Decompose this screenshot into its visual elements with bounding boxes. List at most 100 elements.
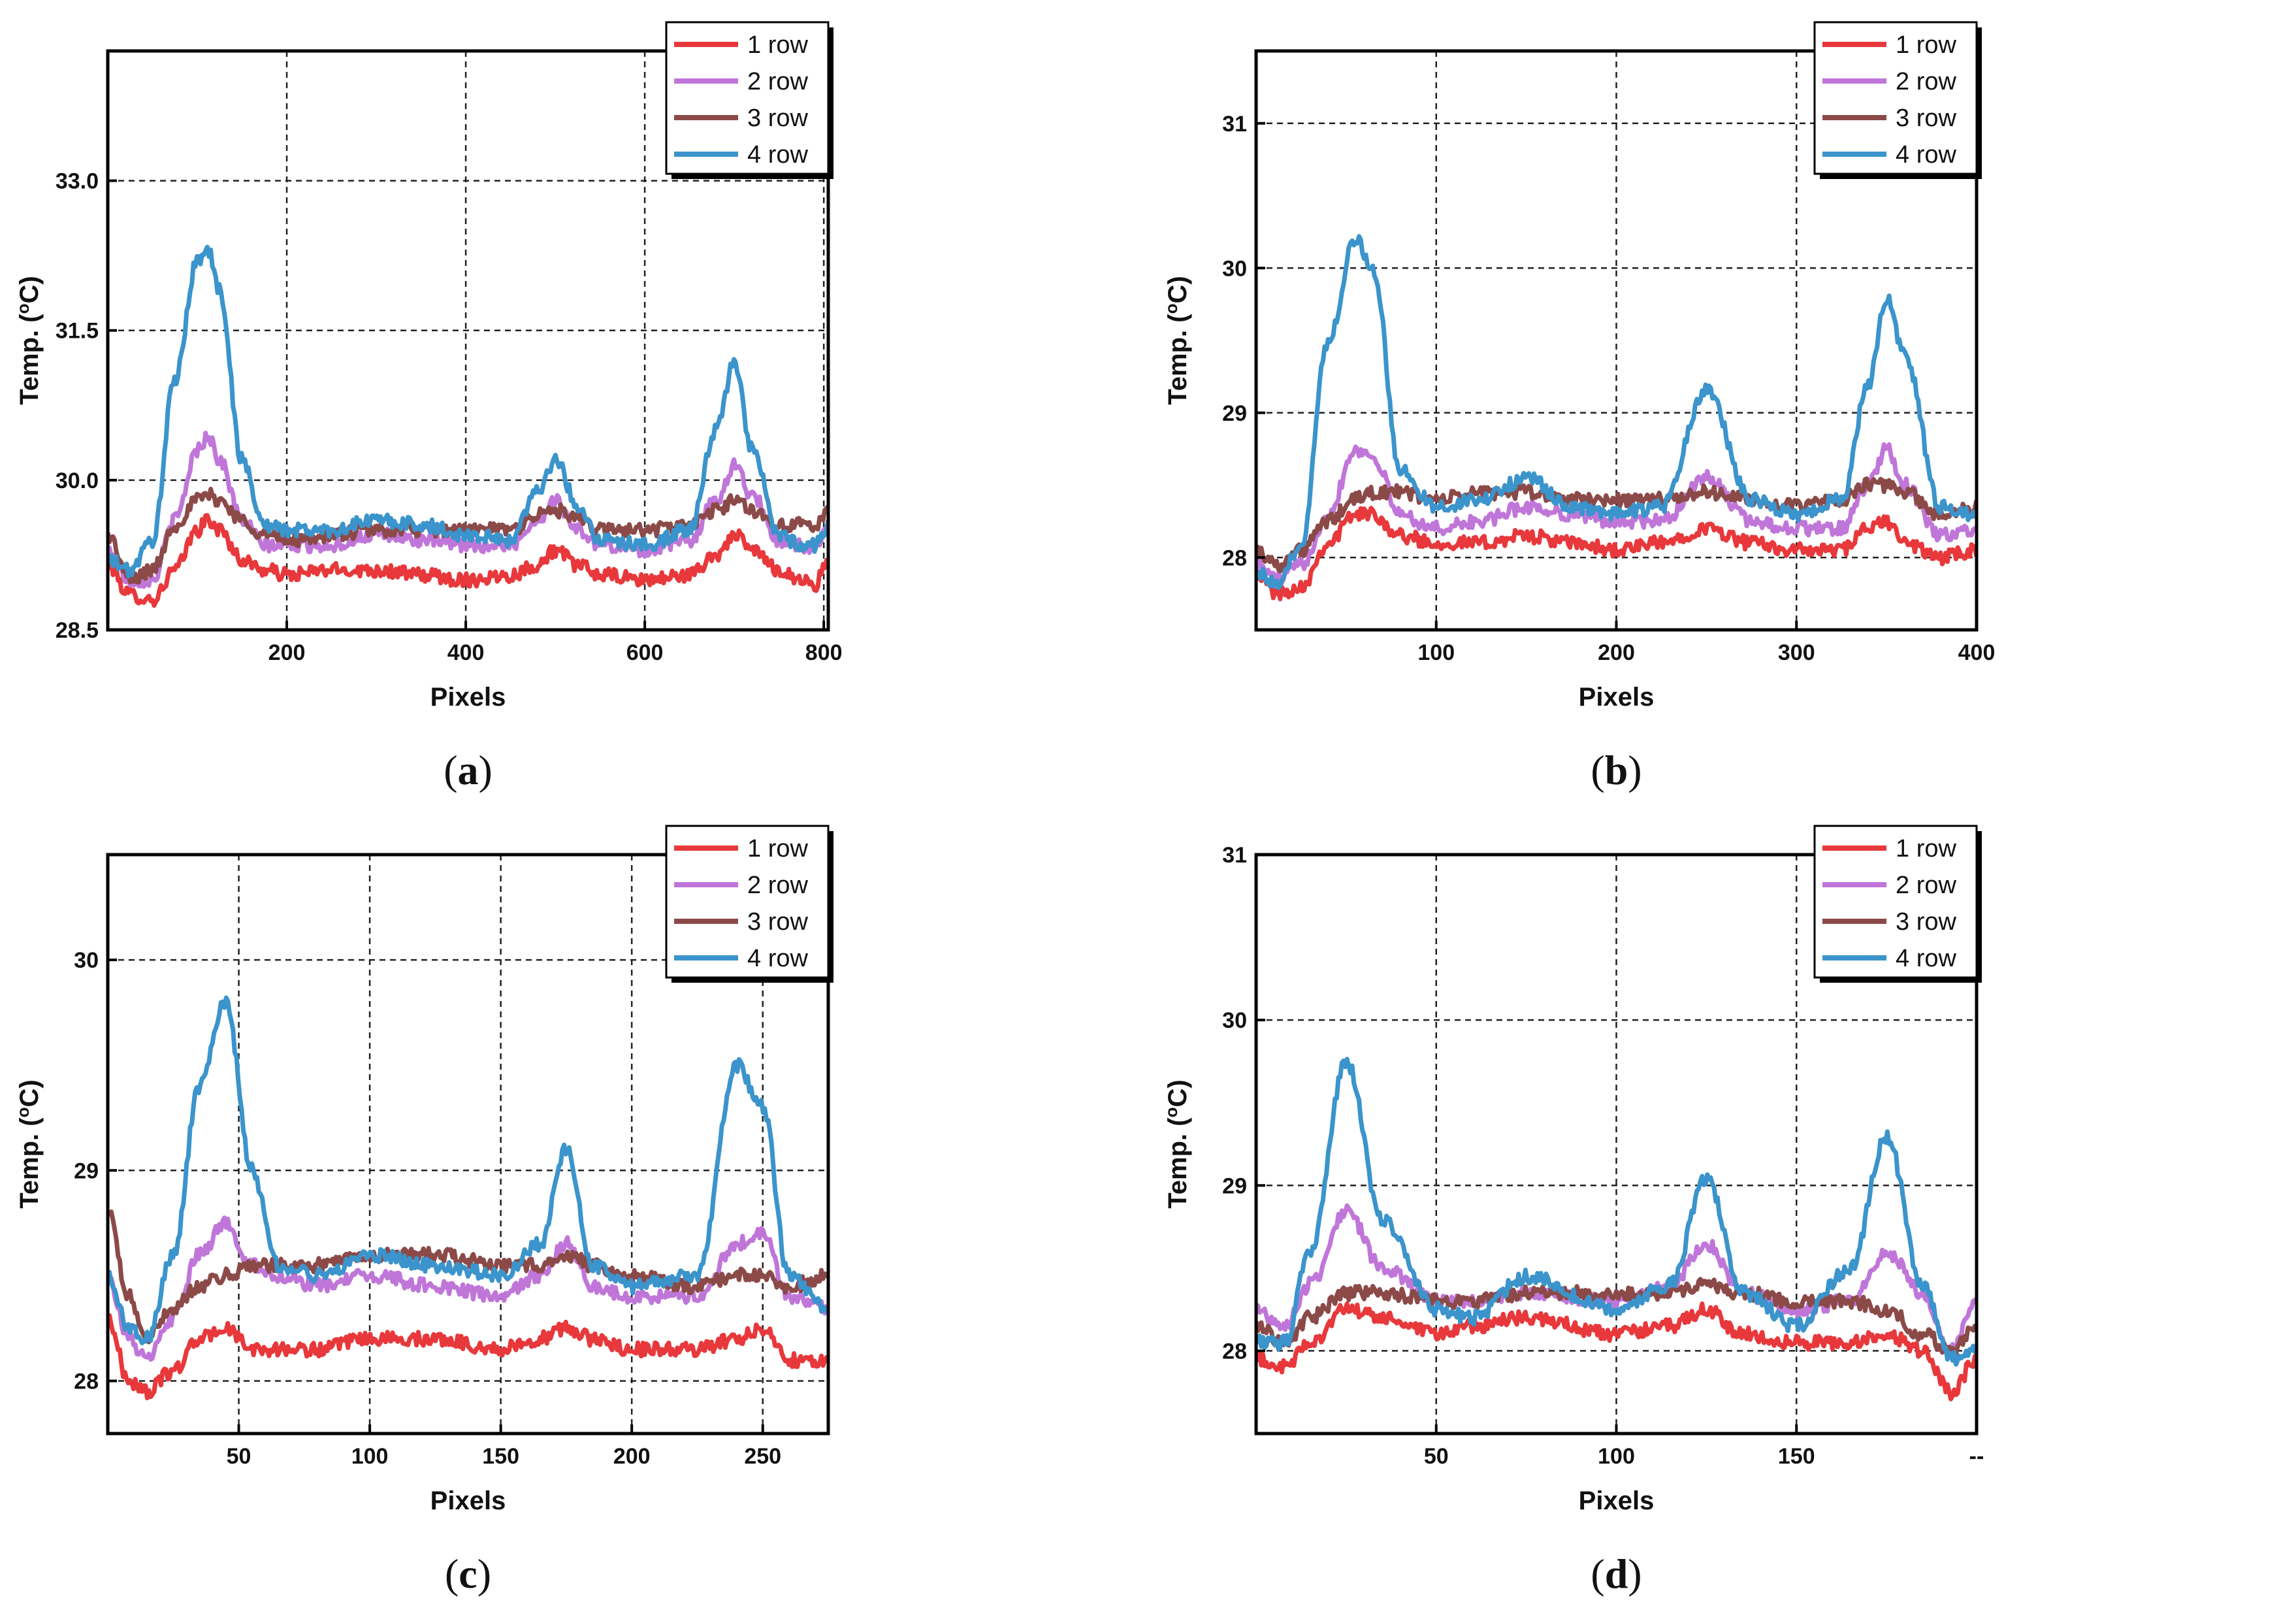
panel-label: (d): [1591, 1551, 1641, 1597]
legend-label: 1 row: [747, 31, 808, 59]
x-tick-label: 600: [626, 640, 664, 665]
legend-label: 3 row: [1896, 105, 1956, 132]
x-tick-label: 800: [805, 640, 843, 665]
legend-label: 2 row: [1896, 872, 1956, 899]
series-line-4-row: [108, 995, 828, 1345]
panel-label-letter: d: [1605, 1551, 1628, 1597]
series-line-4-row: [108, 244, 828, 579]
y-axis-title-unit: C): [1163, 1079, 1192, 1107]
axes-frame: [106, 853, 830, 1436]
axes-frame: [106, 49, 830, 632]
chart-panel-b: 100 200 300 400 28 29 30 31 Pixels Temp. (oC) 1 ro…: [1161, 21, 1996, 793]
legend-box: [665, 825, 830, 979]
legend-label: 1 row: [747, 835, 808, 862]
y-tick-label: 31: [1222, 112, 1247, 137]
series-group: [1256, 234, 1977, 602]
y-tick-label: 29: [1222, 1173, 1247, 1198]
series-group: [1256, 1057, 1977, 1402]
y-axis-title-degree: o: [1161, 304, 1181, 314]
y-tick-label: 30.0: [56, 468, 99, 493]
panel-label-letter: a: [458, 747, 479, 793]
y-axis-title-degree: o: [13, 1108, 33, 1118]
y-tick-label: 33.0: [56, 169, 99, 194]
y-tick-label: 31.5: [56, 319, 99, 344]
legend-label: 1 row: [1896, 835, 1956, 862]
panel-label: (b): [1591, 747, 1641, 793]
y-axis-title: Temp. (oC): [1161, 276, 1192, 404]
x-tick-label: 100: [1417, 640, 1455, 665]
x-tick-label: 50: [1424, 1444, 1449, 1469]
series-line-2-row: [108, 1215, 828, 1362]
legend-box: [1813, 825, 1978, 979]
legend-label: 3 row: [1896, 908, 1956, 936]
series-group: [108, 995, 828, 1401]
y-axis-title: Temp. (oC): [1161, 1079, 1192, 1208]
legend-box: [1813, 21, 1978, 175]
y-axis-title-unit: C): [15, 1079, 44, 1107]
series-line-3-row: [1256, 476, 1977, 574]
y-tick-label: 28.5: [56, 618, 99, 643]
y-tick-label: 28: [1222, 1339, 1247, 1364]
legend-label: 4 row: [1896, 945, 1956, 972]
legend-label: 2 row: [747, 68, 808, 95]
x-axis-title: Pixels: [430, 1486, 506, 1515]
x-tick-label: 50: [227, 1444, 251, 1469]
x-tick-label: 100: [351, 1444, 389, 1469]
y-axis-title-text: Temp. (: [15, 314, 44, 405]
chart-panel-c: 50 100 150 200 250 28 29 30 Pixels Temp. (oC) 1 ro…: [13, 825, 833, 1597]
series-line-1-row: [108, 1313, 828, 1401]
panel-label-letter: b: [1605, 747, 1628, 793]
series-line-4-row: [1256, 1057, 1977, 1367]
y-axis-title-text: Temp. (: [1163, 314, 1192, 405]
y-tick-label: 30: [74, 948, 99, 973]
series-line-1-row: [108, 513, 828, 608]
x-tick-label: 200: [613, 1444, 651, 1469]
legend-label: 3 row: [747, 908, 808, 936]
y-tick-label: 31: [1222, 843, 1247, 868]
y-tick-label: 28: [74, 1369, 99, 1394]
y-axis-title: Temp. (oC): [13, 1079, 44, 1208]
series-line-4-row: [1256, 234, 1977, 591]
chart-panel-d: 50 100 150 -- 28 29 30 31 Pixels Temp. (oC) 1 row 2…: [1161, 825, 1984, 1597]
y-tick-label: 29: [1222, 401, 1247, 426]
legend-box: [665, 21, 830, 175]
series-line-3-row: [1256, 1277, 1977, 1358]
legend-label: 1 row: [1896, 31, 1956, 59]
panel-label-letter: c: [459, 1551, 477, 1597]
y-axis-title-unit: C): [1163, 276, 1192, 303]
legend-label: 4 row: [747, 141, 808, 169]
series-line-1-row: [1256, 1301, 1977, 1402]
legend-label: 4 row: [1896, 141, 1956, 169]
x-tick-label: 250: [744, 1444, 781, 1469]
legend-label: 2 row: [747, 872, 808, 899]
panel-label: (a): [444, 747, 493, 793]
y-axis-title-text: Temp. (: [1163, 1117, 1192, 1209]
y-axis-title: Temp. (oC): [13, 276, 44, 404]
x-tick-label: 150: [482, 1444, 519, 1469]
y-axis-title-degree: o: [13, 304, 33, 314]
y-axis-title-unit: C): [15, 276, 44, 303]
x-tick-label: 150: [1778, 1444, 1815, 1469]
chart-panel-a: 200 400 600 800 28.5 30.0 31.5 33.0 Pixels Temp. …: [13, 21, 843, 793]
x-tick-label: 200: [1598, 640, 1635, 665]
y-tick-label: 30: [1222, 1008, 1247, 1033]
x-tick-label: 400: [1958, 640, 1996, 665]
y-tick-label: 30: [1222, 256, 1247, 281]
y-tick-label: 28: [1222, 546, 1247, 570]
x-tick-label: 400: [447, 640, 485, 665]
y-axis-title-text: Temp. (: [15, 1117, 44, 1209]
panel-label: (c): [445, 1551, 491, 1597]
series-group: [108, 244, 828, 608]
legend-label: 2 row: [1896, 68, 1956, 95]
y-tick-label: 29: [74, 1158, 99, 1183]
y-axis-title-degree: o: [1161, 1108, 1181, 1118]
x-tick-label: 100: [1598, 1444, 1635, 1469]
x-tick-label: 300: [1778, 640, 1815, 665]
legend-label: 4 row: [747, 945, 808, 972]
series-line-1-row: [1256, 506, 1977, 602]
x-axis-title: Pixels: [1579, 683, 1655, 712]
x-tick-label: --: [1969, 1444, 1984, 1469]
x-axis-title: Pixels: [430, 683, 506, 712]
series-line-3-row: [108, 1209, 828, 1345]
x-tick-label: 200: [268, 640, 306, 665]
